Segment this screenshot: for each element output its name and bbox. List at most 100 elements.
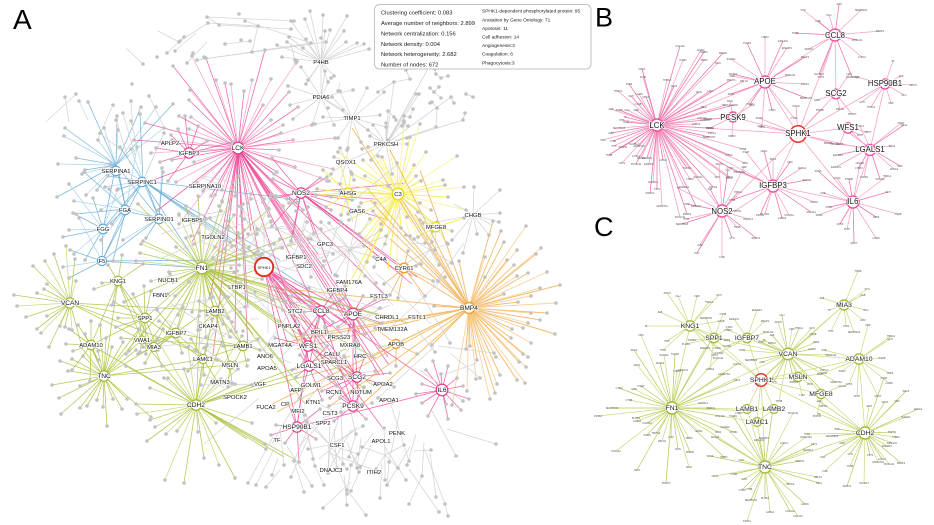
svg-text:ANXA2: ANXA2 bbox=[729, 73, 738, 76]
svg-text:ANXA2: ANXA2 bbox=[656, 362, 665, 365]
svg-text:Apotosis: 11: Apotosis: 11 bbox=[482, 26, 508, 32]
svg-text:FN1: FN1 bbox=[666, 405, 679, 412]
svg-text:PCOLCE: PCOLCE bbox=[884, 463, 895, 466]
svg-text:LOXL2: LOXL2 bbox=[632, 155, 640, 158]
svg-text:TIMP2: TIMP2 bbox=[685, 437, 693, 440]
svg-text:ADAMTS1: ADAMTS1 bbox=[846, 76, 858, 79]
svg-text:TGFB1: TGFB1 bbox=[860, 176, 869, 179]
svg-text:LGMN: LGMN bbox=[713, 347, 720, 350]
svg-text:CDH11: CDH11 bbox=[819, 405, 828, 408]
svg-text:FBLN1: FBLN1 bbox=[836, 108, 844, 111]
svg-text:MXRA8: MXRA8 bbox=[340, 343, 361, 349]
svg-text:S100A4: S100A4 bbox=[715, 352, 725, 355]
svg-text:SOD3: SOD3 bbox=[816, 214, 823, 217]
svg-text:ADAMTS1: ADAMTS1 bbox=[800, 436, 812, 439]
svg-text:HSPG2: HSPG2 bbox=[652, 432, 661, 435]
svg-text:SDC4: SDC4 bbox=[728, 93, 735, 96]
svg-text:CST3: CST3 bbox=[322, 411, 338, 417]
svg-text:GRN: GRN bbox=[759, 126, 765, 129]
svg-text:TGFB1: TGFB1 bbox=[683, 167, 692, 170]
svg-text:VWF: VWF bbox=[633, 109, 639, 112]
svg-text:POSTN: POSTN bbox=[727, 79, 736, 82]
svg-text:GPX3: GPX3 bbox=[837, 223, 844, 226]
svg-text:FBLN1: FBLN1 bbox=[814, 476, 822, 479]
svg-text:HTRA1: HTRA1 bbox=[883, 175, 892, 178]
svg-text:SERPINH1: SERPINH1 bbox=[700, 317, 713, 320]
svg-text:Cell adhesion: 14: Cell adhesion: 14 bbox=[482, 35, 519, 41]
svg-text:A2M: A2M bbox=[839, 442, 844, 445]
svg-text:POSTN: POSTN bbox=[662, 482, 671, 485]
svg-text:LGMN: LGMN bbox=[872, 237, 879, 240]
svg-text:PRKCSH: PRKCSH bbox=[374, 142, 399, 148]
svg-text:IL6: IL6 bbox=[848, 197, 859, 206]
svg-text:EMILIN1: EMILIN1 bbox=[644, 163, 654, 166]
svg-text:HPX: HPX bbox=[619, 119, 624, 122]
svg-text:QPCT: QPCT bbox=[712, 354, 719, 357]
svg-text:AGRN: AGRN bbox=[801, 503, 808, 506]
svg-text:CDH2: CDH2 bbox=[187, 402, 205, 409]
svg-text:VWA1: VWA1 bbox=[134, 338, 150, 344]
svg-text:VTN: VTN bbox=[730, 237, 735, 240]
svg-text:LOXL2: LOXL2 bbox=[733, 363, 741, 366]
svg-text:GRN: GRN bbox=[741, 478, 747, 481]
svg-text:P4HA1: P4HA1 bbox=[743, 520, 752, 523]
svg-text:LUM: LUM bbox=[799, 394, 804, 397]
svg-text:ALB: ALB bbox=[658, 311, 663, 314]
svg-text:VWF: VWF bbox=[865, 324, 871, 327]
svg-text:LTBP2: LTBP2 bbox=[686, 178, 694, 181]
svg-text:SMOC1: SMOC1 bbox=[619, 146, 629, 149]
svg-text:SCG5: SCG5 bbox=[815, 170, 822, 173]
svg-text:APOH: APOH bbox=[615, 109, 622, 112]
svg-text:IGFBP4: IGFBP4 bbox=[327, 288, 349, 294]
svg-text:CD9: CD9 bbox=[894, 400, 900, 403]
svg-text:CST1: CST1 bbox=[654, 188, 661, 191]
svg-text:BGN: BGN bbox=[715, 62, 721, 65]
svg-text:CD9: CD9 bbox=[738, 459, 744, 462]
svg-text:EFEMP1: EFEMP1 bbox=[782, 47, 793, 50]
svg-text:Network centralization: 0.156: Network centralization: 0.156 bbox=[381, 32, 456, 38]
svg-text:TGFB1: TGFB1 bbox=[671, 353, 680, 356]
svg-text:KTN1: KTN1 bbox=[305, 400, 320, 406]
svg-text:LOXL2: LOXL2 bbox=[820, 369, 828, 372]
svg-text:FBLN1: FBLN1 bbox=[740, 80, 748, 83]
svg-text:CST1: CST1 bbox=[822, 393, 829, 396]
svg-text:COL4A1: COL4A1 bbox=[806, 211, 816, 214]
svg-text:LTBP2: LTBP2 bbox=[735, 412, 743, 415]
svg-text:S100A4: S100A4 bbox=[803, 179, 813, 182]
svg-text:P4HA1: P4HA1 bbox=[708, 132, 717, 135]
svg-text:LAMB1: LAMB1 bbox=[736, 406, 759, 413]
svg-text:COL4A1: COL4A1 bbox=[793, 515, 803, 518]
svg-text:FGB: FGB bbox=[719, 256, 724, 259]
svg-text:GRN: GRN bbox=[742, 162, 748, 165]
svg-text:EFEMP1: EFEMP1 bbox=[700, 347, 711, 350]
svg-text:CHGA: CHGA bbox=[833, 177, 841, 180]
svg-text:EMILIN1: EMILIN1 bbox=[778, 40, 788, 43]
svg-text:SPHK1-dependent phosphorylated: SPHK1-dependent phosphorylated protein: … bbox=[482, 9, 580, 15]
svg-text:COL6A1: COL6A1 bbox=[700, 119, 710, 122]
svg-text:SERPINA3: SERPINA3 bbox=[855, 9, 868, 12]
svg-text:CCL8: CCL8 bbox=[313, 308, 330, 315]
svg-text:SDC4: SDC4 bbox=[631, 349, 638, 352]
svg-text:CPE: CPE bbox=[821, 349, 826, 352]
svg-text:FSTL1: FSTL1 bbox=[408, 315, 426, 321]
svg-text:MFAP2: MFAP2 bbox=[637, 157, 646, 160]
svg-text:ANO6: ANO6 bbox=[257, 354, 274, 360]
svg-text:GPX3: GPX3 bbox=[837, 143, 844, 146]
svg-text:SCG3: SCG3 bbox=[327, 376, 344, 382]
svg-text:LOXL2: LOXL2 bbox=[768, 342, 776, 345]
svg-text:MSLN: MSLN bbox=[789, 374, 808, 381]
svg-text:TF: TF bbox=[827, 309, 831, 312]
svg-text:TGFB1: TGFB1 bbox=[729, 415, 738, 418]
svg-text:LTBP2: LTBP2 bbox=[892, 436, 900, 439]
svg-text:SERPINA10: SERPINA10 bbox=[189, 184, 222, 190]
svg-text:LCK: LCK bbox=[649, 121, 665, 130]
svg-text:DNAJC3: DNAJC3 bbox=[320, 468, 344, 474]
svg-text:CKAP4: CKAP4 bbox=[198, 324, 218, 330]
svg-text:COL6A1: COL6A1 bbox=[785, 510, 795, 513]
svg-text:MGAT4A: MGAT4A bbox=[268, 343, 292, 349]
svg-text:GPC1: GPC1 bbox=[901, 124, 908, 127]
svg-text:NID1: NID1 bbox=[816, 482, 822, 485]
svg-text:CTSD: CTSD bbox=[726, 154, 733, 157]
svg-text:LOXL2: LOXL2 bbox=[780, 442, 788, 445]
svg-text:CYR61: CYR61 bbox=[395, 266, 414, 272]
